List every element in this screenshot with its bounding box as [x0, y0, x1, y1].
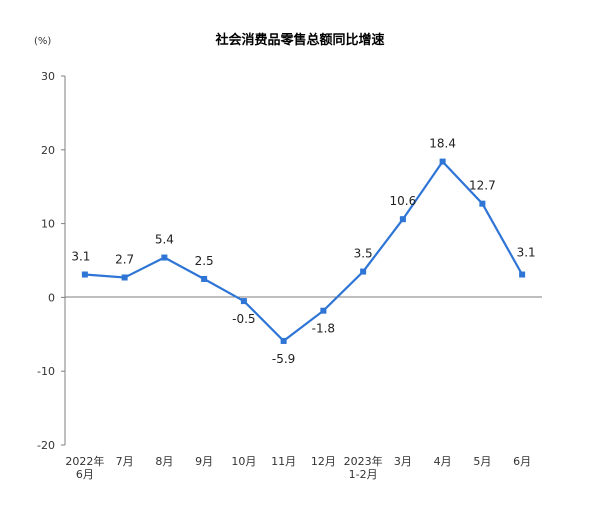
x-tick-label: 2022年	[65, 454, 104, 468]
y-axis-unit-label: (%)	[34, 36, 51, 47]
data-point-marker	[240, 298, 247, 305]
data-point-marker	[121, 274, 128, 281]
data-point-marker	[201, 275, 208, 282]
data-point-marker	[519, 271, 526, 278]
data-point-marker	[360, 268, 367, 275]
data-value-label: 3.1	[71, 250, 90, 264]
x-tick-label: 6月	[76, 468, 94, 481]
y-tick-label: 30	[41, 70, 55, 83]
x-tick-label: 9月	[195, 455, 213, 468]
data-point-marker	[439, 158, 446, 165]
x-tick-label: 4月	[434, 455, 452, 468]
data-value-label: 12.7	[469, 179, 496, 193]
x-tick-label: 7月	[116, 455, 134, 468]
data-value-label: -1.8	[312, 322, 335, 336]
y-tick-label: -10	[37, 365, 55, 378]
data-value-label: -5.9	[272, 352, 295, 366]
data-value-label: 5.4	[155, 233, 174, 247]
series-line	[84, 159, 524, 343]
data-value-label: 3.1	[517, 246, 536, 260]
data-point-marker	[81, 271, 88, 278]
x-tick-label: 1-2月	[349, 468, 378, 481]
y-tick-label: 20	[41, 144, 55, 157]
data-point-marker	[161, 254, 168, 261]
data-point-marker	[399, 216, 406, 223]
marker-group	[81, 158, 526, 344]
data-point-marker	[479, 200, 486, 207]
x-tick-label: 2023年	[344, 454, 383, 468]
data-value-label: 18.4	[429, 137, 456, 151]
y-tick-label: -20	[37, 439, 55, 452]
x-tick-label: 5月	[473, 455, 491, 468]
data-label-group: 3.1 2.7 5.4 2.5 -0.5 -5.9 -1.8 3.5 10.6 18.4 12.7 3…	[71, 137, 535, 366]
y-tick-group: 30 20 10 0 -10 -20	[37, 70, 65, 452]
data-point-marker	[320, 307, 327, 314]
x-tick-label: 6月	[513, 455, 531, 468]
data-value-label: 10.6	[390, 194, 417, 208]
y-tick-label: 0	[48, 291, 55, 304]
x-tick-label: 11月	[271, 455, 296, 468]
data-point-marker	[280, 337, 287, 344]
x-tick-label: 8月	[155, 455, 173, 468]
chart-title: 社会消费品零售总额同比增速	[214, 32, 384, 48]
x-tick-label: 12月	[311, 455, 336, 468]
data-value-label: 3.5	[354, 247, 373, 261]
data-value-label: 2.5	[195, 254, 214, 268]
x-tick-label: 10月	[231, 455, 256, 468]
data-value-label: 2.7	[115, 252, 134, 266]
x-tick-label: 3月	[394, 455, 412, 468]
y-tick-label: 10	[41, 218, 55, 231]
data-value-label: -0.5	[232, 312, 255, 326]
